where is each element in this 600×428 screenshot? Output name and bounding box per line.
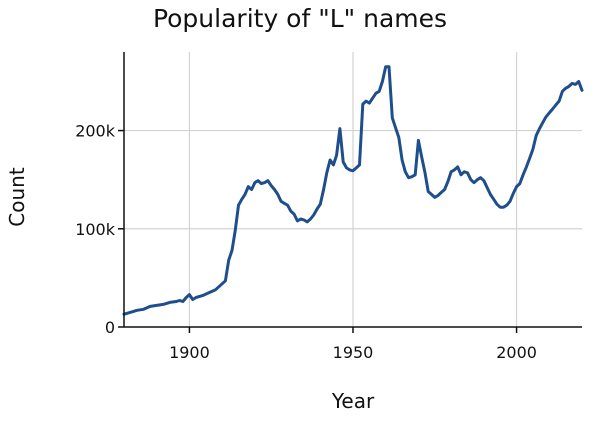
y-tick-label: 0 — [105, 318, 115, 337]
y-axis-label: Count — [5, 167, 29, 227]
tick-labels: 1900 1950 2000 0 100k 200k — [75, 122, 537, 362]
x-tick-label: 1950 — [333, 343, 374, 362]
x-tick-label: 2000 — [496, 343, 537, 362]
y-tick-label: 200k — [75, 122, 116, 141]
series-line — [122, 65, 584, 316]
x-axis-label: Year — [331, 389, 375, 413]
x-tick-label: 1900 — [169, 343, 210, 362]
axes — [118, 52, 582, 333]
y-tick-label: 100k — [75, 220, 116, 239]
chart-title: Popularity of "L" names — [153, 4, 447, 33]
series-layer — [122, 65, 584, 316]
gridlines — [124, 52, 582, 327]
